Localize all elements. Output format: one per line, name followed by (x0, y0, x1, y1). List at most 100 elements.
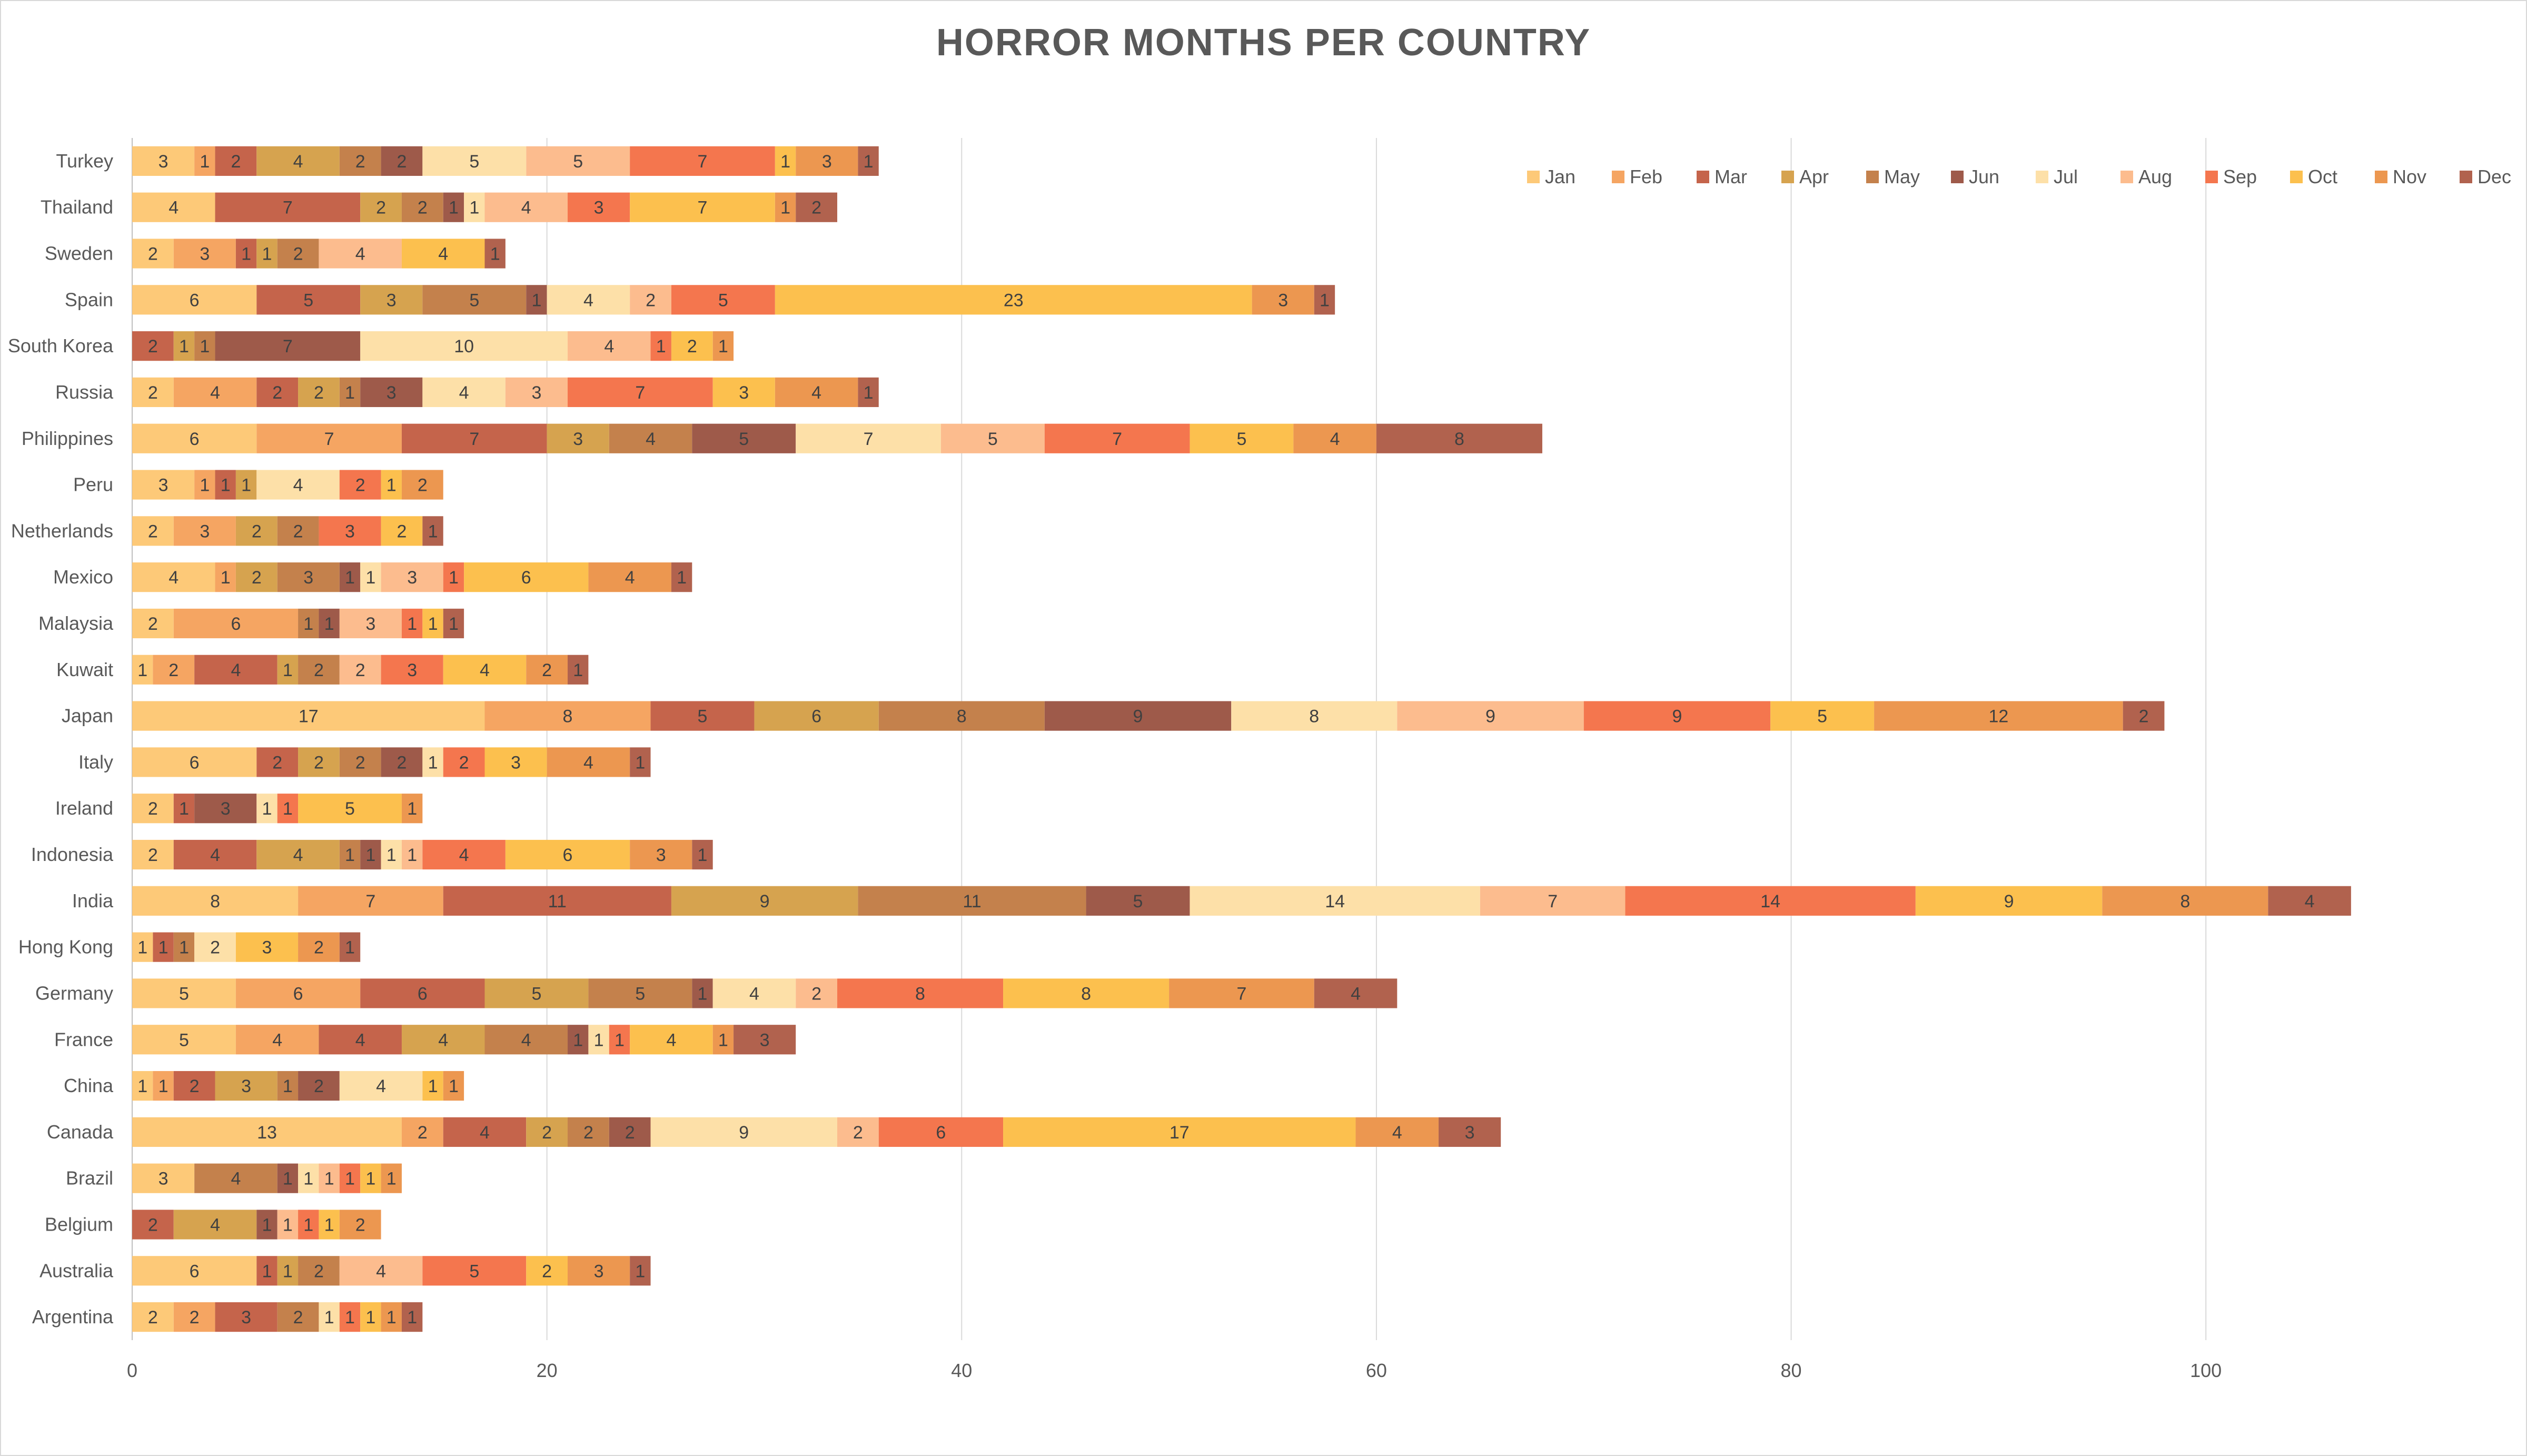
bar-segment (298, 747, 340, 777)
bar-segment (319, 1025, 402, 1055)
bar-segment (775, 377, 858, 408)
data-label: 5 (469, 1261, 479, 1281)
data-label: 2 (314, 1076, 324, 1096)
bar-segment (568, 655, 589, 685)
data-label: 3 (200, 244, 210, 264)
bar-segment (298, 377, 340, 408)
data-label: 2 (542, 660, 552, 680)
data-label: 1 (428, 1076, 438, 1096)
data-label: 6 (936, 1123, 946, 1143)
bar-segment (132, 192, 215, 222)
data-label: 3 (594, 1261, 604, 1281)
bar-segment (2123, 701, 2165, 731)
data-label: 1 (241, 476, 251, 496)
bar-segment (422, 747, 443, 777)
legend-swatch (1866, 171, 1879, 183)
data-label: 6 (190, 752, 200, 772)
bar-segment (256, 423, 402, 453)
bar-segment (339, 377, 361, 408)
data-label: 1 (137, 660, 147, 680)
bar-segment (256, 747, 299, 777)
category-label: South Korea (8, 335, 114, 356)
category-label: Brazil (66, 1167, 113, 1189)
data-label: 5 (1236, 429, 1246, 449)
bar-segment (235, 516, 278, 546)
bar-segment (381, 516, 423, 546)
data-label: 1 (718, 1030, 728, 1050)
bar-segment (256, 794, 278, 824)
data-label: 4 (231, 1169, 241, 1189)
data-label: 2 (542, 1123, 552, 1143)
bar-segment (194, 470, 215, 500)
data-label: 3 (262, 938, 272, 958)
bar-segment (173, 608, 299, 639)
data-label: 1 (449, 1076, 459, 1096)
data-label: 1 (345, 1308, 355, 1328)
bar-segment (153, 1071, 174, 1101)
bar-segment (360, 1163, 381, 1193)
data-label: 3 (303, 568, 313, 588)
data-label: 1 (573, 1030, 583, 1050)
data-label: 1 (324, 1308, 334, 1328)
bar-segment (858, 377, 879, 408)
bar-segment (298, 1163, 319, 1193)
data-label: 1 (635, 1261, 645, 1281)
bar-segment (1397, 701, 1584, 731)
data-label: 4 (355, 1030, 365, 1050)
bar-segment (381, 1163, 402, 1193)
bar-segment (319, 1163, 340, 1193)
data-label: 5 (345, 799, 355, 819)
data-label: 11 (548, 892, 567, 912)
legend-label: Feb (1630, 166, 1662, 187)
data-label: 1 (1320, 290, 1330, 310)
data-label: 1 (262, 1261, 272, 1281)
data-label: 4 (355, 244, 365, 264)
bar-segment (277, 655, 299, 685)
data-label: 1 (365, 845, 375, 865)
bar-segment (235, 562, 278, 592)
bar-segment (1003, 1117, 1356, 1147)
bar-segment (671, 331, 713, 361)
data-label: 3 (158, 476, 169, 496)
bar-segment (401, 794, 423, 824)
bar-segment (1770, 701, 1875, 731)
data-label: 7 (1548, 892, 1558, 912)
data-label: 4 (2305, 892, 2315, 912)
bar-segment (588, 1025, 609, 1055)
data-label: 3 (387, 383, 397, 403)
data-label: 1 (200, 152, 210, 172)
bar-segment (215, 1302, 278, 1332)
bar-segment (630, 747, 651, 777)
bar-segment (1355, 1117, 1439, 1147)
data-label: 6 (190, 429, 200, 449)
bar-segment (568, 331, 651, 361)
bar-segment (1086, 886, 1190, 916)
bar-segment (256, 146, 340, 176)
bar-segment (526, 1256, 568, 1286)
bar-segment (775, 146, 796, 176)
legend-swatch (2375, 171, 2387, 183)
data-label: 8 (957, 707, 967, 727)
data-label: 6 (231, 614, 241, 634)
data-label: 1 (387, 845, 397, 865)
bar-segment (671, 562, 692, 592)
bar-segment (277, 1071, 299, 1101)
legend-swatch (2460, 171, 2472, 183)
bar-segment (754, 701, 879, 731)
bar-segment (858, 886, 1086, 916)
bar-segment (1044, 701, 1232, 731)
data-label: 9 (760, 892, 770, 912)
legend-label: Dec (2478, 166, 2511, 187)
bar-segment (360, 562, 381, 592)
data-label: 2 (293, 1308, 303, 1328)
category-label: India (72, 890, 114, 912)
bar-segment (401, 1302, 423, 1332)
data-label: 4 (1330, 429, 1340, 449)
bar-segment (194, 331, 215, 361)
bar-segment (153, 655, 195, 685)
data-label: 5 (718, 290, 728, 310)
data-label: 3 (531, 383, 541, 403)
data-label: 1 (677, 568, 687, 588)
data-label: 3 (387, 290, 397, 310)
data-label: 1 (864, 152, 874, 172)
